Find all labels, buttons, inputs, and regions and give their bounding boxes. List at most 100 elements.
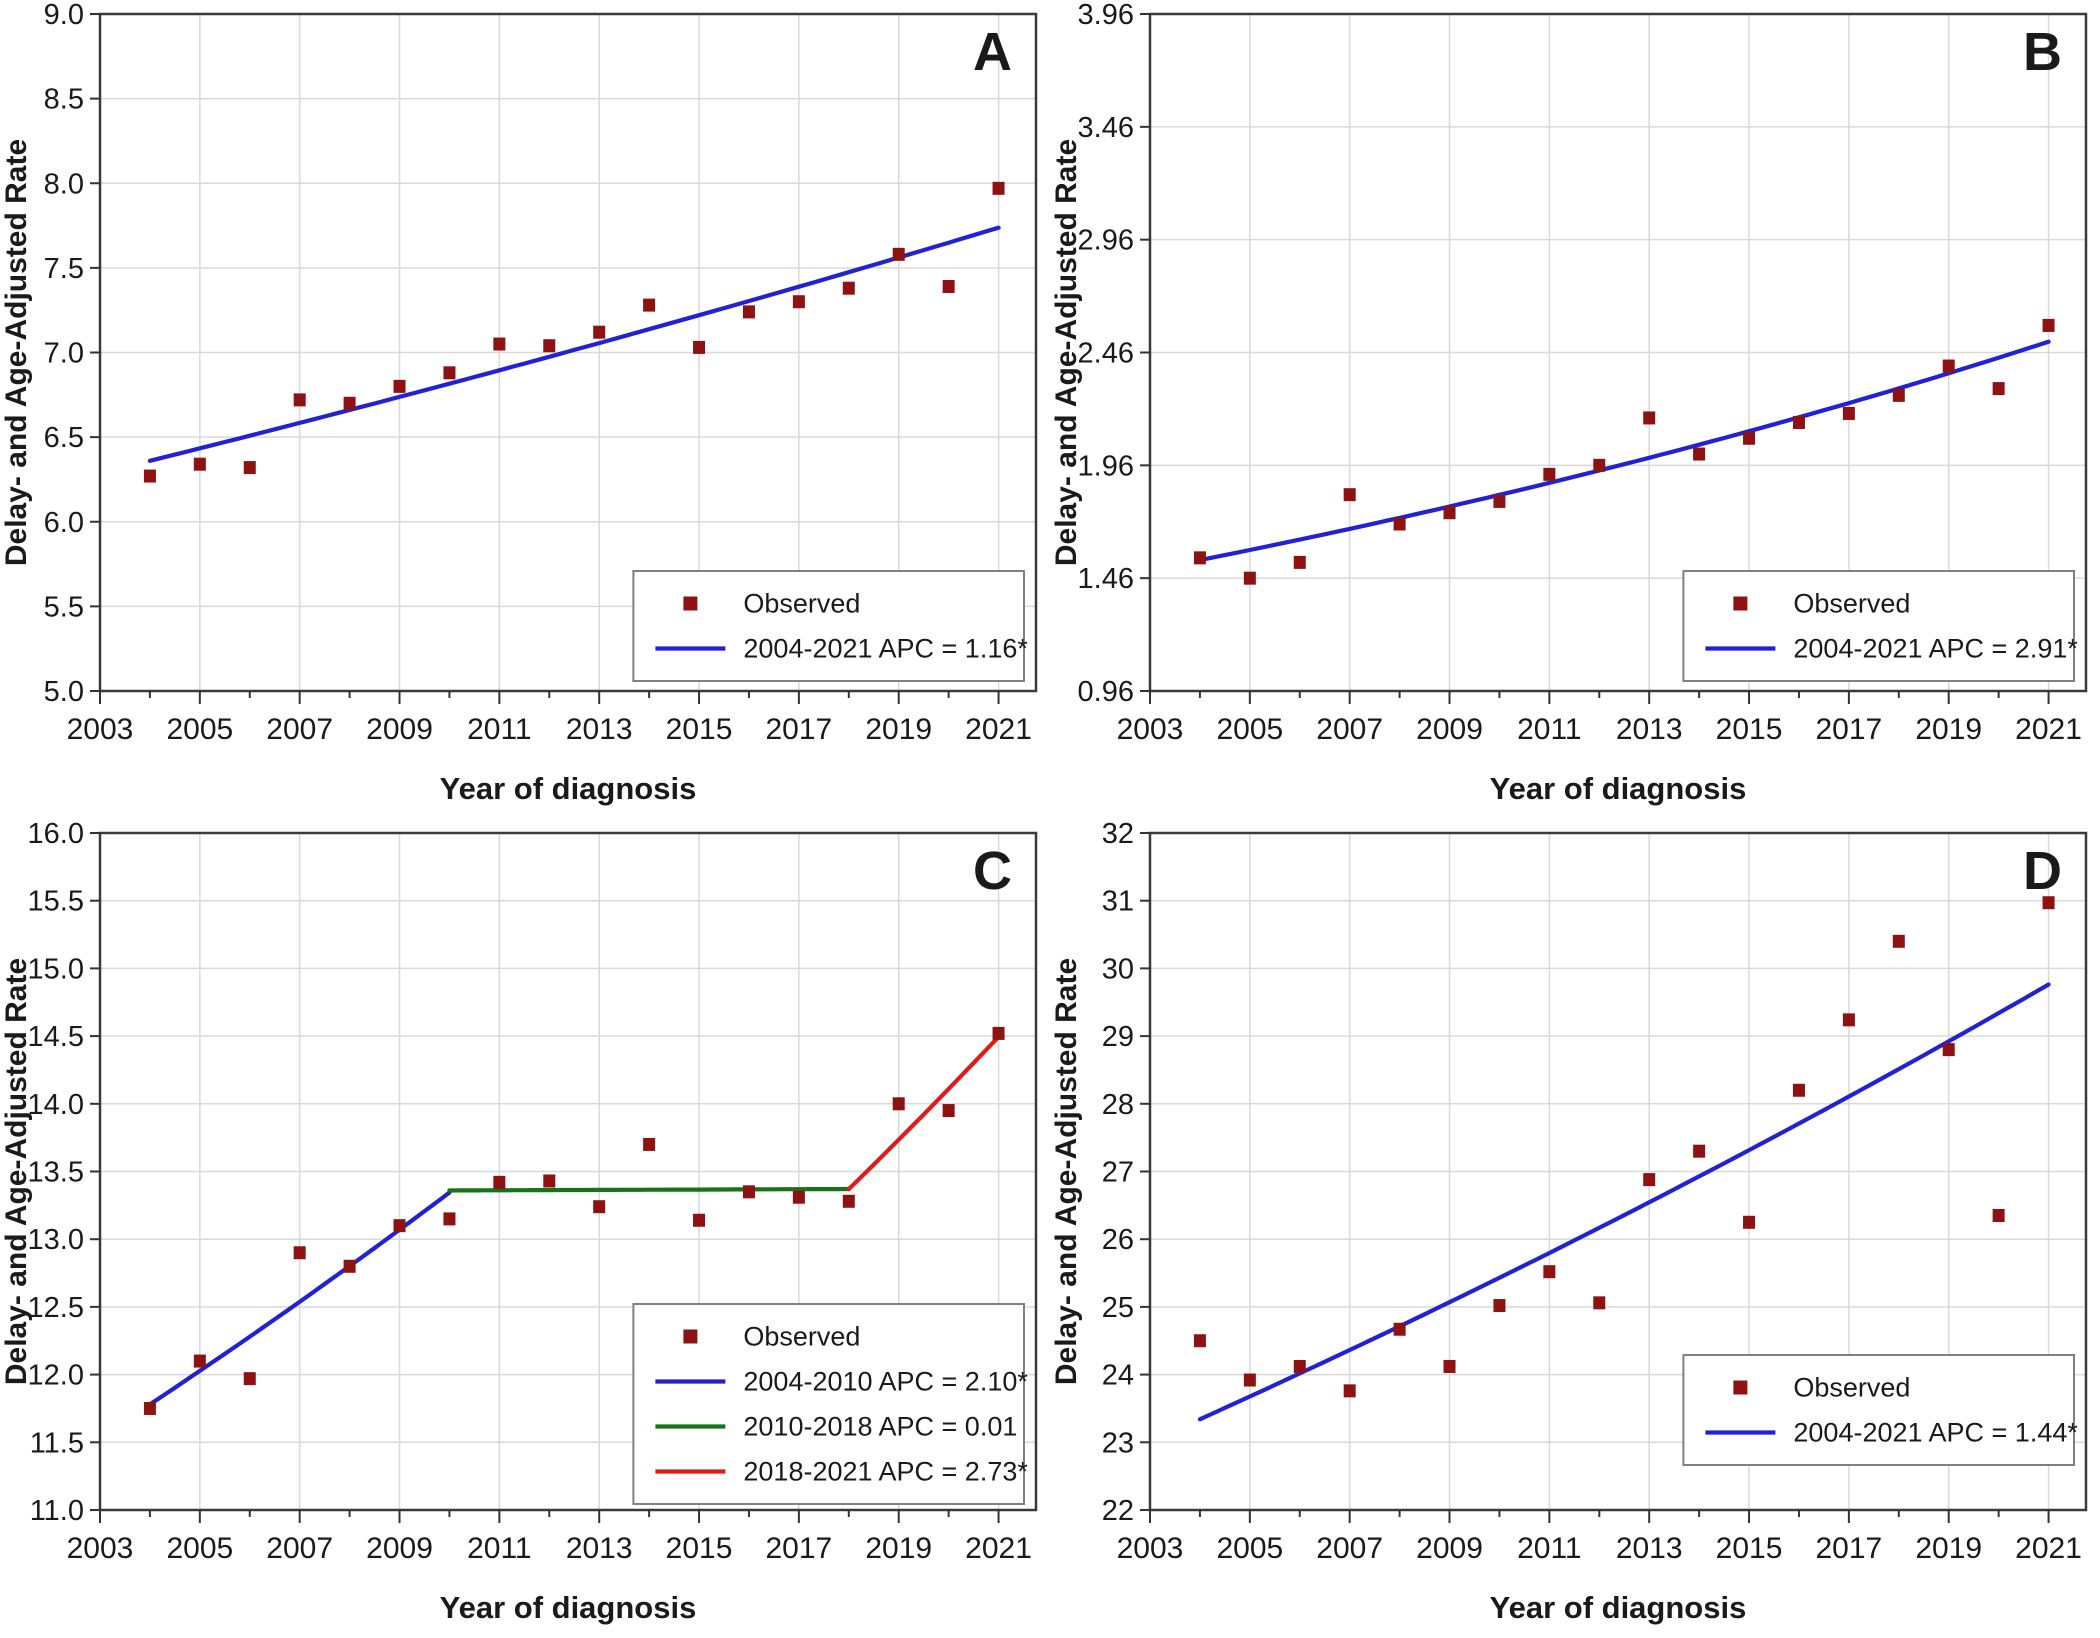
x-tick-label: 2015 — [666, 1532, 733, 1565]
data-point — [992, 1026, 1005, 1040]
data-point — [643, 1137, 656, 1151]
data-point — [543, 1174, 556, 1188]
x-tick-label: 2003 — [67, 713, 134, 746]
y-tick-label: 9.0 — [44, 0, 84, 31]
y-tick-label: 5.0 — [44, 676, 84, 708]
y-tick-label: 26 — [1102, 1224, 1134, 1256]
data-point — [143, 469, 156, 483]
x-tick-label: 2011 — [467, 713, 532, 746]
y-tick-label: 24 — [1102, 1360, 1134, 1392]
y-tick-label: 11.0 — [30, 1495, 84, 1527]
x-tick-label: 2015 — [666, 713, 733, 746]
data-point — [742, 1185, 755, 1199]
panel-C: 11.0 11.5 12.0 12.5 13.0 13.5 14.0 14.5 15.0 15.5… — [0, 819, 1050, 1638]
y-tick-label: 27 — [1102, 1157, 1134, 1189]
data-point — [1193, 1334, 1206, 1348]
x-tick-label: 2003 — [1117, 1532, 1184, 1565]
x-tick-label: 2013 — [566, 1532, 633, 1565]
y-tick-label: 14.0 — [28, 1089, 84, 1121]
data-point — [992, 181, 1005, 195]
x-tick-label: 2007 — [1316, 1532, 1383, 1565]
data-point — [1293, 555, 1306, 569]
data-point — [393, 379, 406, 393]
y-tick-label: 23 — [1102, 1427, 1134, 1459]
x-tick-label: 2017 — [1816, 1532, 1883, 1565]
data-point — [343, 396, 356, 410]
legend-label: 2004-2021 APC = 2.91* — [1793, 634, 2078, 664]
data-point — [1842, 1013, 1855, 1027]
legend-marker — [683, 596, 698, 611]
y-tick-label: 14.5 — [28, 1021, 84, 1053]
x-tick-label: 2009 — [366, 713, 433, 746]
y-tick-label: 6.0 — [44, 507, 84, 539]
x-tick-label: 2003 — [1117, 713, 1184, 746]
data-point — [393, 1219, 406, 1233]
chart-A: 5.0 5.5 6.0 6.5 7.0 7.5 8.0 8.5 9.0 2003 2005 2007 2… — [0, 0, 1038, 806]
data-point — [243, 1372, 256, 1386]
x-tick-label: 2017 — [766, 713, 833, 746]
y-tick-label: 8.0 — [44, 168, 84, 200]
chart-C: 11.0 11.5 12.0 12.5 13.0 13.5 14.0 14.5 15.0 15.5… — [0, 819, 1038, 1625]
y-tick-label: 7.5 — [44, 253, 84, 285]
data-point — [2042, 318, 2055, 332]
y-tick-label: 28 — [1102, 1089, 1134, 1121]
data-point — [1393, 1322, 1406, 1336]
data-point — [693, 340, 706, 354]
legend-label: Observed — [743, 589, 860, 619]
trend-line — [447, 1186, 851, 1193]
x-tick-label: 2007 — [266, 1532, 333, 1565]
x-tick-label: 2021 — [2015, 1532, 2082, 1565]
data-point — [193, 1354, 206, 1368]
x-tick-label: 2011 — [1517, 713, 1582, 746]
legend-box — [1682, 570, 2076, 682]
data-point — [543, 339, 556, 353]
y-tick-label: 5.5 — [44, 591, 84, 623]
y-tick-label: 22 — [1102, 1495, 1134, 1527]
x-tick-label: 2021 — [2015, 713, 2082, 746]
legend-label: 2004-2021 APC = 1.16* — [743, 634, 1028, 664]
y-tick-label: 15.5 — [28, 886, 84, 918]
x-tick-label: 2013 — [1616, 1532, 1683, 1565]
data-point — [1743, 431, 1756, 445]
y-tick-label: 12.5 — [28, 1292, 84, 1324]
data-point — [143, 1401, 156, 1415]
legend-label: Observed — [743, 1322, 860, 1352]
data-point — [593, 325, 606, 339]
data-point — [842, 281, 855, 295]
legend-marker — [683, 1329, 698, 1344]
data-point — [1443, 506, 1456, 520]
legend-label: 2004-2010 APC = 2.10* — [743, 1367, 1028, 1397]
y-tick-label: 2.96 — [1078, 225, 1134, 257]
trend-line — [846, 1034, 1001, 1192]
y-tick-label: 12.0 — [28, 1360, 84, 1392]
data-point — [892, 1097, 905, 1111]
data-point — [842, 1194, 855, 1208]
data-point — [1593, 1296, 1606, 1310]
legend-label: 2004-2021 APC = 1.44* — [1793, 1418, 2078, 1448]
panel-letter: B — [2023, 22, 2062, 82]
x-tick-label: 2009 — [1416, 713, 1483, 746]
data-point — [1992, 1209, 2005, 1223]
data-point — [1543, 1265, 1556, 1279]
y-tick-label: 11.5 — [30, 1427, 84, 1459]
x-tick-label: 2009 — [366, 1532, 433, 1565]
trend-line — [1197, 339, 2051, 563]
data-point — [493, 1175, 506, 1189]
data-point — [443, 366, 456, 380]
trend-line — [1197, 982, 2051, 1422]
y-tick-label: 29 — [1102, 1021, 1134, 1053]
x-tick-label: 2019 — [1915, 1532, 1982, 1565]
legend-label: 2018-2021 APC = 2.73* — [743, 1457, 1028, 1487]
x-tick-label: 2007 — [266, 713, 333, 746]
x-tick-label: 2017 — [766, 1532, 833, 1565]
data-point — [1693, 447, 1706, 461]
y-tick-label: 3.96 — [1078, 0, 1134, 31]
x-tick-label: 2011 — [467, 1532, 532, 1565]
chart-B: 0.96 1.46 1.96 2.46 2.96 3.46 3.96 2003 2005 2007… — [1050, 0, 2088, 806]
data-point — [942, 279, 955, 293]
y-tick-label: 1.46 — [1078, 563, 1134, 595]
y-axis-title: Delay- and Age-Adjusted Rate — [0, 139, 33, 566]
data-point — [1643, 411, 1656, 425]
x-tick-label: 2015 — [1716, 1532, 1783, 1565]
